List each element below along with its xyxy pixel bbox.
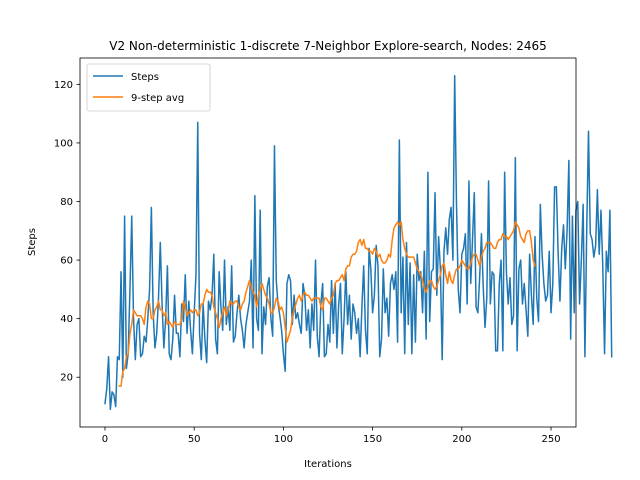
y-tick-label: 20 <box>60 373 73 384</box>
y-axis: 20 40 60 80 100 120 <box>54 80 80 384</box>
x-tick-label: 50 <box>188 434 201 445</box>
y-tick-label: 120 <box>54 80 73 91</box>
y-tick-label: 80 <box>60 197 73 208</box>
x-tick-label: 250 <box>541 434 560 445</box>
x-tick-label: 150 <box>363 434 382 445</box>
x-tick-label: 200 <box>452 434 471 445</box>
legend-label-steps: Steps <box>131 72 159 83</box>
axes-frame <box>79 57 577 428</box>
y-tick-label: 100 <box>54 138 73 149</box>
y-tick-label: 60 <box>60 256 73 267</box>
series-line-9-step-avg <box>118 221 536 387</box>
plot-area <box>104 74 613 411</box>
legend-label-9-step-avg: 9-step avg <box>131 93 184 104</box>
x-axis: 0 50 100 150 200 250 <box>102 427 561 445</box>
legend: Steps 9-step avg <box>86 63 211 112</box>
x-tick-label: 0 <box>102 434 108 445</box>
chart-title: V2 Non-deterministic 1-discrete 7-Neighb… <box>109 39 547 53</box>
x-axis-label: Iterations <box>304 459 352 470</box>
y-tick-label: 40 <box>60 314 73 325</box>
x-tick-label: 100 <box>274 434 293 445</box>
y-axis-label: Steps <box>27 228 38 256</box>
